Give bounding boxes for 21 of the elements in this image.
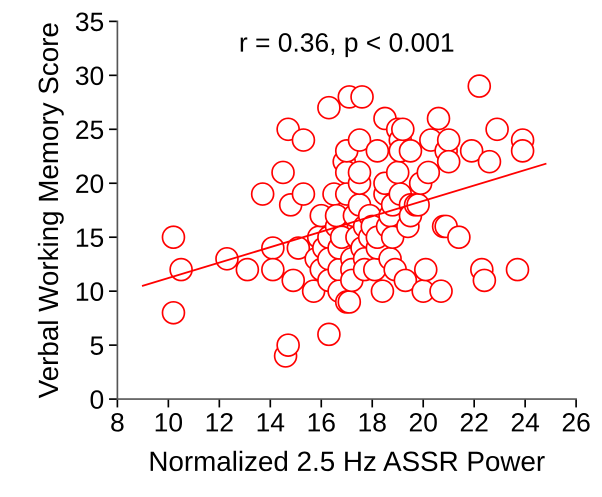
- x-tick-label: 22: [460, 412, 488, 432]
- x-tick-label: 16: [308, 412, 335, 432]
- x-axis-title: Normalized 2.5 Hz ASSR Power: [150, 450, 545, 472]
- y-tick-label: 20: [76, 174, 104, 194]
- x-tick-label: 14: [258, 413, 284, 432]
- x-tick-label: 10: [156, 412, 182, 432]
- y-tick-label: 15: [76, 228, 104, 248]
- annotation: r = 0.36, p < 0.001: [240, 33, 454, 58]
- y-tick-label: 5: [90, 336, 104, 355]
- y-tick-label: 35: [76, 12, 104, 32]
- y-axis-title: Verbal Working Memory Score: [38, 23, 64, 398]
- y-tick-label: 0: [90, 390, 104, 409]
- y-tick-label: 10: [76, 282, 104, 301]
- x-tick-label: 20: [410, 412, 437, 432]
- y-tick-label: 25: [76, 120, 104, 140]
- x-tick-label: 24: [512, 412, 540, 432]
- x-tick-label: 8: [111, 412, 124, 432]
- x-tick-label: 26: [562, 412, 590, 432]
- x-tick-label: 12: [206, 412, 233, 432]
- x-tick-label: 18: [360, 412, 386, 432]
- y-tick-label: 30: [76, 66, 104, 86]
